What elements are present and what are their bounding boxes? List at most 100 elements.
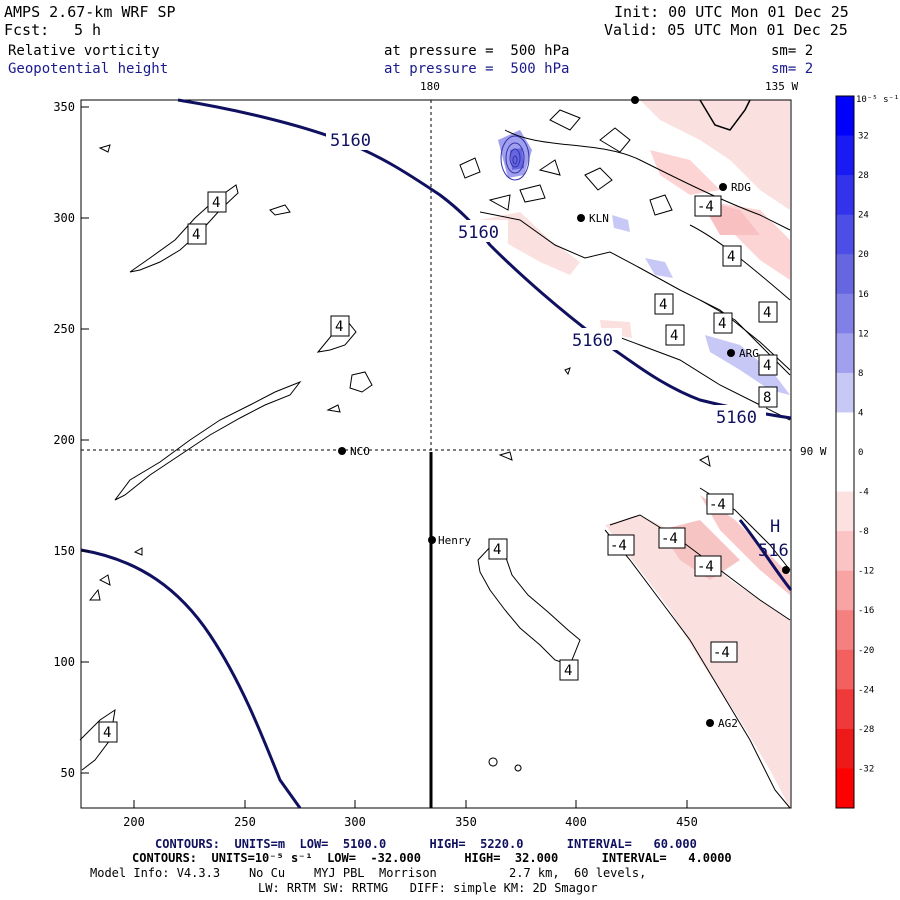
station-label-kln: KLN	[589, 212, 609, 225]
colorbar-tick-label: 0	[858, 448, 863, 458]
vorticity-label-box: -4	[694, 195, 722, 217]
station-label-henry: Henry	[438, 534, 471, 547]
y-tick-label: 100	[53, 655, 75, 669]
colorbar-swatch	[836, 649, 854, 690]
contours-vorticity-summary: CONTOURS: UNITS=10⁻⁵ s⁻¹ LOW= -32.000 HI…	[132, 851, 732, 865]
field1-smoothing: sm= 2	[771, 43, 814, 59]
vorticity-contours	[79, 109, 791, 809]
physics-info: LW: RRTM SW: RRTMG DIFF: simple KM: 2D S…	[258, 881, 598, 895]
colorbar: 32 28 24 20 16 12 8 4 0 -4 -8 -12 -16 -20 -24 -28 -32	[835, 95, 874, 809]
colorbar-tick-label: -24	[858, 685, 874, 695]
x-tick-label: 400	[565, 815, 587, 829]
svg-text:4: 4	[718, 316, 726, 332]
station-dot-top	[631, 96, 639, 104]
colorbar-swatch	[836, 768, 854, 809]
colorbar-swatch	[836, 412, 854, 453]
vorticity-label-box: -4	[710, 641, 738, 663]
colorbar-swatch	[836, 728, 854, 769]
colorbar-swatch	[836, 254, 854, 295]
svg-text:4: 4	[192, 227, 200, 243]
x-tick-label: 450	[676, 815, 698, 829]
colorbar-tick-label: 28	[858, 171, 869, 181]
svg-text:4: 4	[727, 249, 735, 265]
x-tick-label: 300	[344, 815, 366, 829]
forecast-label: Fcst:	[4, 21, 50, 39]
colorbar-tick-label: -4	[858, 488, 869, 498]
station-dot-nco	[338, 447, 346, 455]
colorbar-tick-label: 20	[858, 250, 869, 260]
svg-text:4: 4	[763, 358, 771, 374]
vorticity-label-box: 8	[758, 386, 778, 408]
svg-text:8: 8	[763, 390, 771, 406]
height-labels: 5160 5160 5160 5160 516 H	[326, 128, 789, 561]
vorticity-label-box: 4	[713, 312, 733, 334]
x-tick-labels: 200 250 300 350 400 450	[123, 815, 698, 829]
colorbar-tick-label: -32	[858, 764, 874, 774]
colorbar-swatch	[836, 96, 854, 137]
axis-ticks	[81, 106, 688, 808]
station-dot-rdg	[719, 183, 727, 191]
station-dot-right	[782, 566, 790, 574]
colorbar-swatch	[836, 570, 854, 611]
y-tick-label: 300	[53, 211, 75, 225]
station-label-arg: ARG	[739, 347, 759, 360]
colorbar-tick-label: 24	[858, 211, 869, 221]
station-markers	[338, 96, 790, 727]
colorbar-tick-label: 16	[858, 290, 869, 300]
vorticity-label-box: 4	[207, 191, 227, 213]
colorbar-tick-label: -8	[858, 527, 869, 537]
colorbar-swatch	[836, 491, 854, 532]
colorbar-swatch	[836, 293, 854, 334]
svg-text:-4: -4	[697, 559, 714, 575]
colorbar-tick-label: 32	[858, 132, 869, 142]
model-info: Model Info: V4.3.3 No Cu MYJ PBL Morriso…	[90, 866, 647, 880]
colorbar-swatch	[836, 372, 854, 413]
svg-text:4: 4	[670, 328, 678, 344]
station-label-rdg: RDG	[731, 181, 751, 194]
vorticity-label-box: 4	[187, 223, 207, 245]
vorticity-label-box: 4	[654, 293, 674, 315]
vorticity-label-box: 4	[758, 354, 778, 376]
longitude-label-top-right: 135 W	[765, 80, 799, 93]
init-time: Init: 00 UTC Mon 01 Dec 25	[614, 3, 849, 21]
height-label: 5160	[330, 131, 371, 151]
field2-smoothing: sm= 2	[771, 61, 814, 77]
contours-height-summary: CONTOURS: UNITS=m LOW= 5100.0 HIGH= 5220…	[155, 837, 697, 851]
colorbar-swatch	[836, 452, 854, 493]
svg-text:4: 4	[103, 725, 111, 741]
colorbar-swatch	[836, 135, 854, 176]
vorticity-label-box: 4	[330, 315, 350, 337]
colorbar-tick-label: 8	[858, 369, 863, 379]
svg-text:-4: -4	[697, 199, 714, 215]
svg-text:4: 4	[212, 195, 220, 211]
station-dot-ag2	[706, 719, 714, 727]
station-labels: RDG KLN NCO Henry AG2 ARG	[350, 181, 759, 730]
colorbar-tick-label: -28	[858, 725, 874, 735]
vorticity-labels: 4 4 4 4 4 4 4 4 4 4 4 4 8 -4 -4 -4 -4 -4…	[98, 191, 778, 743]
vorticity-label-box: 4	[758, 301, 778, 323]
longitude-label-top: 180	[420, 80, 440, 93]
vorticity-label-box: 4	[665, 324, 685, 346]
svg-text:-4: -4	[610, 538, 627, 554]
longitude-label-right: 90 W	[800, 445, 827, 458]
colorbar-tick-label: 4	[858, 408, 863, 418]
station-label-nco: NCO	[350, 445, 370, 458]
vorticity-label-box: 4	[559, 659, 579, 681]
svg-text:4: 4	[659, 297, 667, 313]
colorbar-swatch	[836, 333, 854, 374]
svg-text:-4: -4	[713, 645, 730, 661]
x-tick-label: 200	[123, 815, 145, 829]
colorbar-tick-label: -12	[858, 567, 874, 577]
field2-level: at pressure = 500 hPa	[384, 61, 570, 77]
model-title: AMPS 2.67-km WRF SP	[4, 3, 176, 21]
svg-text:-4: -4	[661, 531, 678, 547]
y-tick-label: 200	[53, 433, 75, 447]
height-contours	[80, 98, 793, 809]
height-label: 5160	[716, 408, 757, 428]
vorticity-label-box: 4	[488, 538, 508, 560]
colorbar-unit-label: 10⁻⁵ s⁻¹	[856, 95, 899, 105]
colorbar-swatch	[836, 689, 854, 730]
y-tick-label: 50	[61, 766, 75, 780]
plot-frame	[80, 99, 792, 809]
